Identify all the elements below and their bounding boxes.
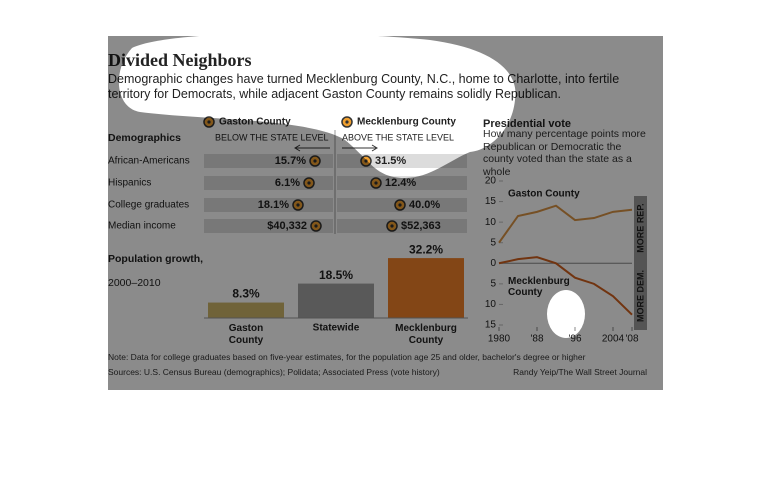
dot-center xyxy=(207,120,211,124)
y-tick-label: 0 xyxy=(490,258,496,269)
category-label: Mecklenburg County xyxy=(395,323,457,346)
row-bg xyxy=(204,176,333,190)
value-label: 6.1% xyxy=(275,177,300,189)
y-tick-label: 5 xyxy=(490,278,496,289)
category-line: Gaston xyxy=(229,323,263,334)
category-line: County xyxy=(409,335,444,346)
category-label: Gaston County xyxy=(229,323,264,346)
value-label: $52,363 xyxy=(401,220,441,232)
series-label: Gaston County xyxy=(508,189,580,200)
dot-center xyxy=(374,181,378,185)
line-subtitle: How many percentage points more Republic… xyxy=(483,128,646,178)
dot-title: Demographics xyxy=(108,132,181,144)
bar xyxy=(388,258,464,318)
dot-center xyxy=(398,203,402,207)
value-label: 32.2% xyxy=(409,242,443,256)
category-label: College graduates xyxy=(108,200,189,211)
series-line: Mecklenburg xyxy=(508,276,570,287)
x-tick-label: '88 xyxy=(530,334,543,345)
value-label: 40.0% xyxy=(409,199,440,211)
x-tick-label: 2004 xyxy=(602,334,625,345)
y-tick-label: 10 xyxy=(485,299,497,310)
credit: Randy Yeip/The Wall Street Journal xyxy=(513,367,647,377)
legend-label: Mecklenburg County xyxy=(357,117,456,128)
dot-center xyxy=(345,120,349,124)
y-tick-label: 20 xyxy=(485,176,497,187)
side-strip xyxy=(634,196,647,330)
category-label: African-Americans xyxy=(108,156,190,167)
value-label: 18.1% xyxy=(258,199,289,211)
value-label: 15.7% xyxy=(275,155,306,167)
dot-center xyxy=(313,159,317,163)
row-bg xyxy=(337,219,467,233)
series-line: County xyxy=(508,287,543,298)
y-tick-label: 5 xyxy=(490,237,496,248)
row-bg xyxy=(337,176,467,190)
bar xyxy=(298,283,374,318)
category-label: Hispanics xyxy=(108,178,151,189)
sources: Sources: U.S. Census Bureau (demographic… xyxy=(108,367,440,377)
bar-subtitle: 2000–2010 xyxy=(108,277,161,289)
value-label: 8.3% xyxy=(232,287,260,301)
line xyxy=(498,256,633,316)
bar xyxy=(208,302,284,318)
dot-center xyxy=(390,224,394,228)
note: Note: Data for college graduates based o… xyxy=(108,352,586,362)
right-label: ABOVE THE STATE LEVEL xyxy=(342,132,454,142)
x-tick-label: 1980 xyxy=(488,334,511,345)
x-tick-label: '96 xyxy=(568,334,581,345)
category-label: Median income xyxy=(108,221,176,232)
dot-center xyxy=(296,203,300,207)
value-label: 18.5% xyxy=(319,268,353,282)
bar-title: Population growth, xyxy=(108,253,203,265)
side-label: MORE REP. xyxy=(635,203,645,252)
y-tick-label: 15 xyxy=(485,196,497,207)
dot-center xyxy=(364,159,368,163)
subtitle: Demographic changes have turned Mecklenb… xyxy=(108,72,620,101)
legend-label: Gaston County xyxy=(219,117,291,128)
category-label: Statewide xyxy=(313,323,360,334)
line xyxy=(498,204,633,244)
y-tick-label: 15 xyxy=(485,320,497,331)
value-label: $40,332 xyxy=(267,220,307,232)
dot-center xyxy=(307,181,311,185)
dot-center xyxy=(314,224,318,228)
left-label: BELOW THE STATE LEVEL xyxy=(215,132,329,142)
line-title: Presidential vote xyxy=(483,118,572,130)
side-label: MORE DEM. xyxy=(635,270,645,322)
category-line: County xyxy=(229,335,264,346)
category-line: Mecklenburg xyxy=(395,323,457,334)
x-tick-label: '08 xyxy=(625,334,638,345)
row-bg xyxy=(204,219,333,233)
arrow xyxy=(294,144,330,152)
graphic: Divided Neighbors Demographic changes ha… xyxy=(108,36,663,390)
row-bg xyxy=(204,154,333,168)
value-label: 31.5% xyxy=(375,155,406,167)
value-label: 12.4% xyxy=(385,177,416,189)
y-tick-label: 10 xyxy=(485,217,497,228)
series-label: Mecklenburg County xyxy=(508,276,570,298)
title: Divided Neighbors xyxy=(108,50,252,70)
arrow xyxy=(342,144,378,152)
